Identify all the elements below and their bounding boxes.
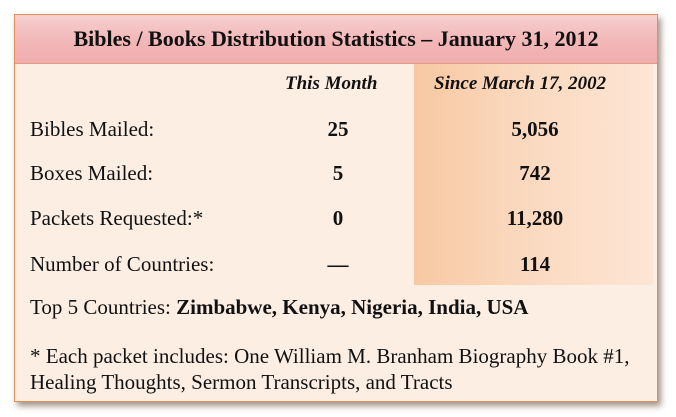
row-label-boxes-mailed: Boxes Mailed: (30, 161, 154, 185)
row-label-bibles-mailed: Bibles Mailed: (30, 117, 155, 141)
value-boxes-mailed-this-month: 5 (332, 161, 344, 185)
top-countries-label: Top 5 Countries: (30, 295, 177, 319)
row-label-packets-requested: Packets Requested:* (30, 206, 204, 230)
value-packets-requested-since: 11,280 (506, 206, 564, 230)
since-column-highlight (414, 64, 653, 285)
column-header-since: Since March 17, 2002 (434, 73, 607, 94)
page-title: Bibles / Books Distribution Statistics –… (73, 26, 599, 51)
value-bibles-mailed-this-month: 25 (327, 117, 349, 141)
value-boxes-mailed-since: 742 (519, 161, 551, 185)
column-header-this-month: This Month (285, 73, 378, 94)
top-countries-value: Zimbabwe, Kenya, Nigeria, India, USA (176, 295, 529, 319)
title-bar: Bibles / Books Distribution Statistics –… (15, 15, 657, 64)
value-bibles-mailed-since: 5,056 (511, 117, 559, 141)
row-label-number-of-countries: Number of Countries: (30, 252, 215, 276)
statistics-card: Bibles / Books Distribution Statistics –… (14, 14, 658, 402)
value-number-of-countries-since: 114 (519, 252, 551, 276)
value-number-of-countries-this-month: — (327, 252, 349, 276)
packet-footnote: * Each packet includes: One William M. B… (30, 344, 630, 394)
top-countries-line: Top 5 Countries: Zimbabwe, Kenya, Nigeri… (30, 295, 528, 320)
value-packets-requested-this-month: 0 (332, 206, 344, 230)
